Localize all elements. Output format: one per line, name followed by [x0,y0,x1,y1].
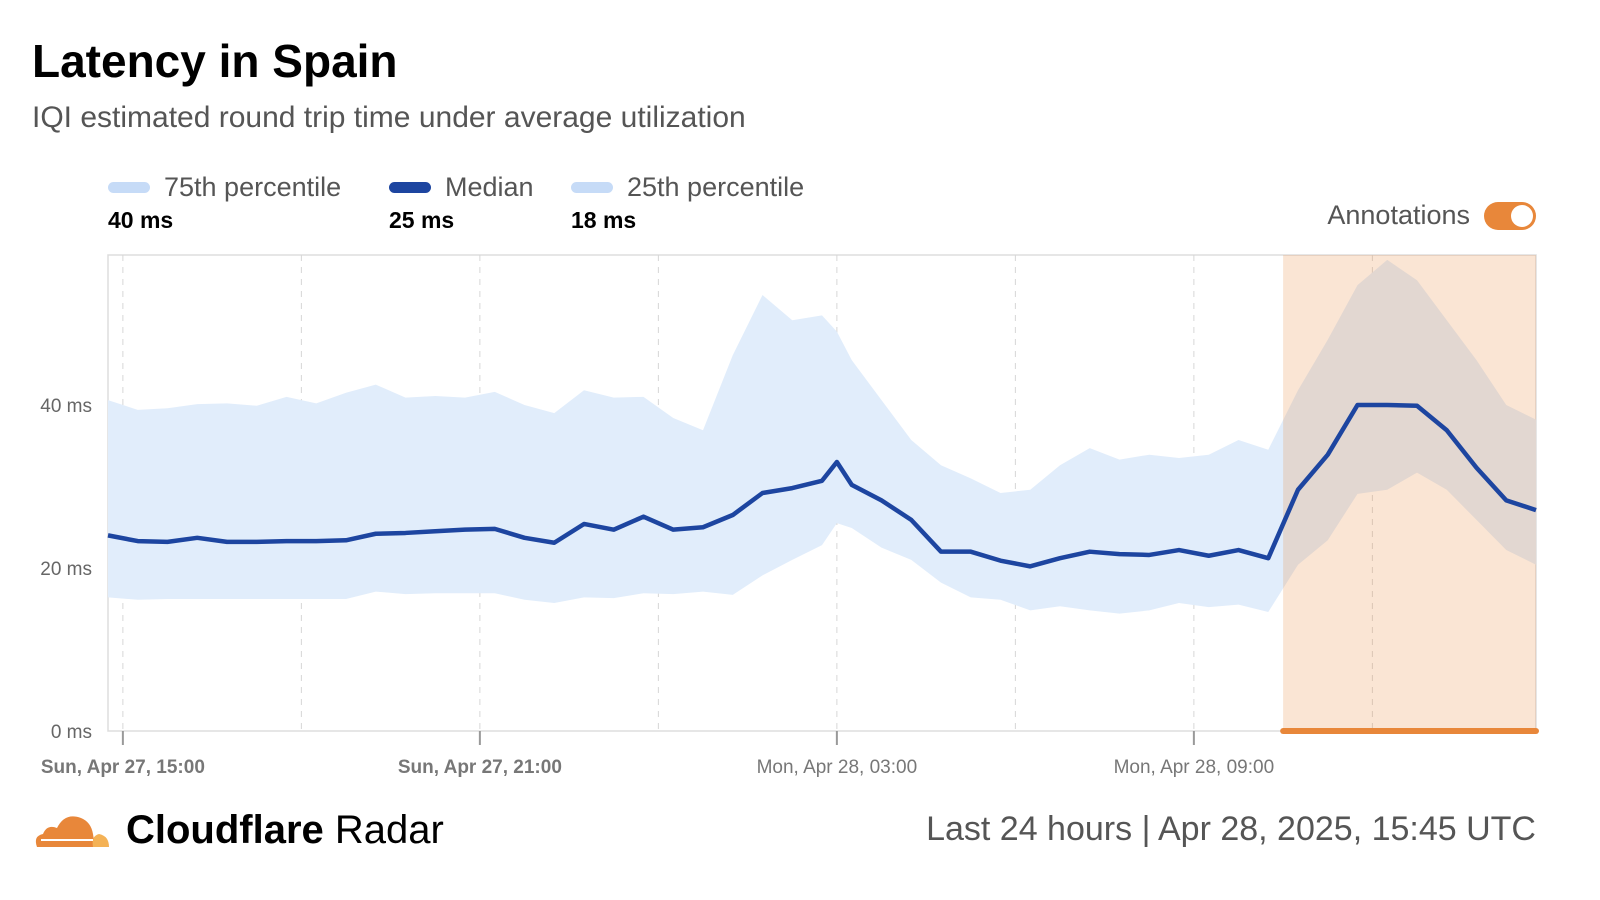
legend-p25-label: 25th percentile [627,172,805,202]
legend-median-label: Median [445,172,534,202]
cloudflare-logo-icon [31,810,111,853]
legend-p75-value: 40 ms [108,207,174,233]
footer-info: Last 24 hours | Apr 28, 2025, 15:45 UTC [926,810,1536,849]
chart-subtitle: IQI estimated round trip time under aver… [32,101,746,134]
x-tick-label: Mon, Apr 28, 03:00 [757,757,918,778]
annotations-label: Annotations [1327,200,1470,230]
legend-p25[interactable]: 25th percentile [571,172,804,203]
legend-p25-value: 18 ms [571,207,637,233]
x-tick-label: Mon, Apr 28, 09:00 [1114,757,1275,778]
legend-median[interactable]: Median [389,172,534,203]
annotation-region [1283,255,1536,731]
x-tick-label: Sun, Apr 27, 15:00 [41,757,205,778]
chart-title: Latency in Spain [32,35,398,87]
y-tick-label: 0 ms [51,722,92,743]
legend-p75[interactable]: 75th percentile [108,172,341,203]
interquartile-band [108,259,1536,614]
y-tick-label: 20 ms [40,559,92,580]
legend-p75-label: 75th percentile [164,172,342,202]
y-tick-label: 40 ms [40,396,92,417]
median-swatch-icon [389,182,431,193]
toggle-knob [1511,205,1533,227]
brand-name: Cloudflare Radar [126,808,444,853]
legend-median-value: 25 ms [389,207,455,233]
brand-light: Radar [334,808,444,852]
footer-separator: | [1141,810,1151,848]
x-tick-label: Sun, Apr 27, 21:00 [398,757,562,778]
p75-swatch-icon [108,182,150,193]
brand-bold: Cloudflare [126,808,324,852]
timestamp: Apr 28, 2025, 15:45 UTC [1157,810,1536,848]
time-range: Last 24 hours [926,810,1133,848]
p25-swatch-icon [571,182,613,193]
annotations-toggle[interactable] [1484,202,1536,230]
median-line [107,402,1537,569]
